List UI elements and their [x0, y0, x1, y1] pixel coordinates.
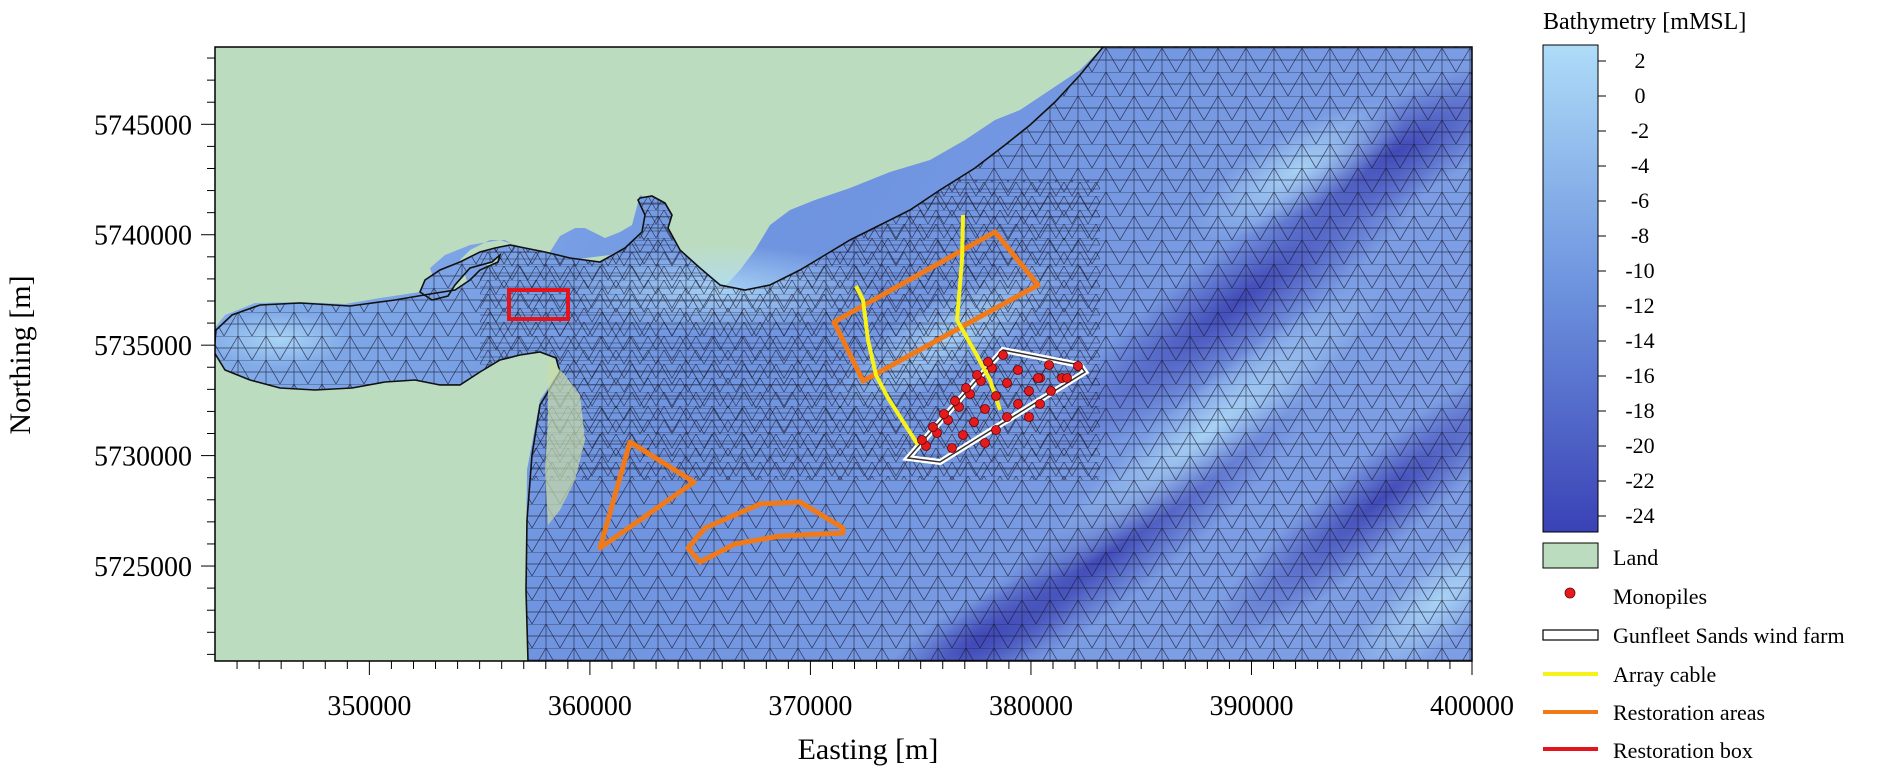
- monopile-marker[interactable]: [972, 370, 982, 380]
- colorbar-tick-label: -10: [1625, 258, 1654, 283]
- monopile-marker[interactable]: [917, 435, 927, 445]
- monopile-marker[interactable]: [983, 357, 993, 367]
- legend-land-label: Land: [1613, 545, 1658, 570]
- monopile-marker[interactable]: [991, 391, 1001, 401]
- colorbar-tick-label: -4: [1631, 153, 1649, 178]
- legend-monopile-marker: [1564, 587, 1576, 599]
- monopile-marker[interactable]: [969, 417, 979, 427]
- monopile-marker[interactable]: [1013, 399, 1023, 409]
- restoration-areas: [597, 229, 1041, 565]
- monopile-marker[interactable]: [928, 422, 938, 432]
- monopile-marker[interactable]: [980, 438, 990, 448]
- x-tick-label: 350000: [327, 691, 411, 722]
- monopile-marker[interactable]: [1044, 360, 1054, 370]
- monopile-marker[interactable]: [1073, 361, 1083, 371]
- y-tick-label: 5735000: [94, 331, 192, 362]
- monopile-marker[interactable]: [961, 383, 971, 393]
- legend-areas-label: Restoration areas: [1613, 700, 1765, 725]
- y-axis-title: Northing [m]: [4, 275, 37, 434]
- legend-monopiles-label: Monopiles: [1613, 584, 1707, 609]
- monopile-marker[interactable]: [1013, 365, 1023, 375]
- colorbar-ticks: 2 0 -2 -4 -6 -8 -10 -12 -14 -16 -18 -20 -22 -24: [1598, 48, 1655, 528]
- array-cables: [854, 214, 1002, 447]
- monopile-marker[interactable]: [980, 404, 990, 414]
- plot-frame: [214, 46, 1473, 662]
- legend-cable-label: Array cable: [1613, 662, 1716, 687]
- monopile-marker[interactable]: [1002, 378, 1012, 388]
- colorbar-tick-label: -2: [1631, 118, 1649, 143]
- y-tick-label: 5745000: [94, 110, 192, 141]
- x-tick-label: 360000: [548, 691, 632, 722]
- intertidal-flat: [545, 358, 585, 525]
- monopile-marker[interactable]: [1046, 386, 1056, 396]
- array-cable-east[interactable]: [955, 214, 1002, 411]
- legend: Land Monopiles Gunfleet Sands wind farm …: [1542, 542, 1845, 763]
- array-cable-west[interactable]: [854, 285, 920, 447]
- x-axis: 350000 360000 370000 380000 390000 400000: [236, 661, 1514, 722]
- colorbar-tick-label: -16: [1625, 363, 1654, 388]
- legend-box-label: Restoration box: [1613, 738, 1753, 763]
- colorbar: Bathymetry [mMSL] 2 0 -2 -4 -6 -8 -10 -12 -14 -16…: [1542, 9, 1746, 533]
- colorbar-gradient: [1542, 44, 1599, 533]
- monopile-marker[interactable]: [1062, 373, 1072, 383]
- monopile-marker[interactable]: [950, 396, 960, 406]
- x-tick-label: 370000: [768, 691, 852, 722]
- restoration-area-triangle[interactable]: [597, 439, 697, 551]
- colorbar-tick-label: 0: [1635, 83, 1646, 108]
- monopile-marker[interactable]: [991, 425, 1001, 435]
- colorbar-tick-label: -8: [1631, 223, 1649, 248]
- colorbar-tick-label: -12: [1625, 293, 1654, 318]
- colorbar-tick-label: -22: [1625, 468, 1654, 493]
- colorbar-tick-label: -24: [1625, 503, 1654, 528]
- legend-windfarm-label: Gunfleet Sands wind farm: [1613, 623, 1845, 648]
- colorbar-tick-label: -14: [1625, 328, 1654, 353]
- monopile-marker[interactable]: [1024, 412, 1034, 422]
- restoration-area-south[interactable]: [685, 499, 846, 565]
- colorbar-tick-label: -6: [1631, 188, 1649, 213]
- y-axis: 5745000 5740000 5735000 5730000 5725000: [94, 57, 215, 655]
- legend-windfarm-swatch: [1542, 629, 1599, 641]
- monopile-marker[interactable]: [1033, 373, 1043, 383]
- restoration-box[interactable]: [507, 288, 570, 321]
- x-tick-label: 400000: [1430, 691, 1514, 722]
- colorbar-title: Bathymetry [mMSL]: [1543, 9, 1746, 35]
- colorbar-tick-label: -18: [1625, 398, 1654, 423]
- y-tick-label: 5740000: [94, 221, 192, 252]
- monopile-marker[interactable]: [958, 430, 968, 440]
- monopile-marker[interactable]: [947, 443, 957, 453]
- y-tick-label: 5730000: [94, 442, 192, 473]
- coastline: [215, 47, 1104, 661]
- x-axis-title: Easting [m]: [798, 733, 939, 766]
- monopile-marker[interactable]: [1024, 386, 1034, 396]
- map-plot-area: [215, 47, 1472, 661]
- monopile-marker[interactable]: [998, 350, 1008, 360]
- colorbar-tick-label: 2: [1635, 48, 1646, 73]
- monopile-marker[interactable]: [1002, 412, 1012, 422]
- x-tick-label: 380000: [989, 691, 1073, 722]
- legend-land-swatch: [1542, 542, 1599, 569]
- monopile-marker[interactable]: [1035, 399, 1045, 409]
- monopiles: [917, 350, 1083, 453]
- colorbar-tick-label: -20: [1625, 433, 1654, 458]
- y-tick-label: 5725000: [94, 552, 192, 583]
- restoration-area-north[interactable]: [831, 229, 1041, 384]
- monopile-marker[interactable]: [939, 409, 949, 419]
- x-tick-label: 390000: [1209, 691, 1293, 722]
